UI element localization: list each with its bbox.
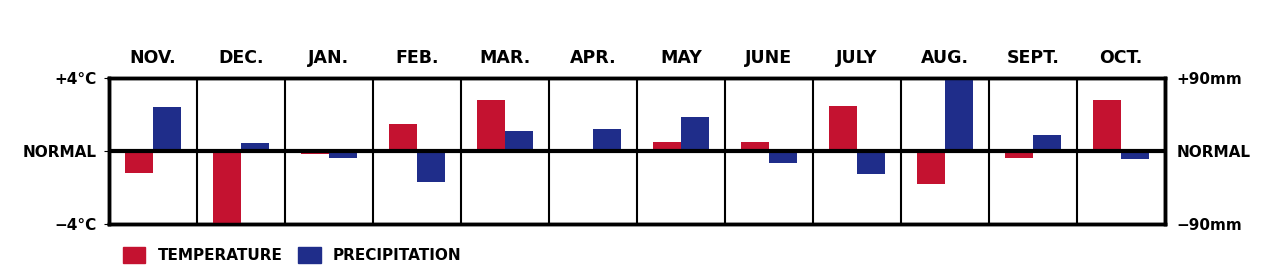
Bar <box>124 151 152 173</box>
Bar <box>1093 100 1121 151</box>
Bar <box>681 117 709 151</box>
Bar <box>769 151 797 163</box>
Bar <box>653 142 681 151</box>
Bar <box>241 143 269 151</box>
Bar <box>916 151 945 184</box>
Bar <box>1033 135 1061 151</box>
Bar <box>1005 151 1033 158</box>
Bar <box>856 151 884 174</box>
Bar <box>828 106 856 151</box>
Bar <box>476 100 504 151</box>
Bar <box>329 151 357 158</box>
Bar <box>212 151 241 230</box>
Bar <box>945 78 973 151</box>
Bar <box>152 107 180 151</box>
Bar <box>301 151 329 154</box>
Bar <box>593 129 621 151</box>
Bar <box>417 151 445 182</box>
Bar <box>504 131 532 151</box>
Bar <box>741 142 769 151</box>
Bar <box>389 124 417 151</box>
Bar <box>1121 151 1149 159</box>
Legend: TEMPERATURE, PRECIPITATION: TEMPERATURE, PRECIPITATION <box>116 241 467 270</box>
